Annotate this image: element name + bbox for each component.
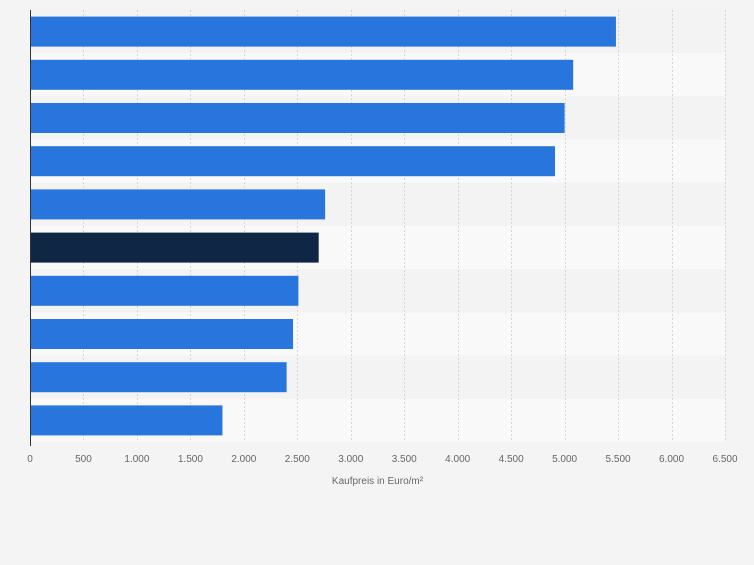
x-tick-label: 4.500 bbox=[499, 454, 524, 465]
highlighted-bar bbox=[30, 232, 319, 263]
bar bbox=[30, 59, 574, 90]
bar bbox=[30, 275, 299, 306]
x-tick-label: 1.000 bbox=[124, 454, 149, 465]
x-tick-label: 3.000 bbox=[338, 454, 363, 465]
x-tick-label: 5.000 bbox=[552, 454, 577, 465]
bar bbox=[30, 146, 555, 177]
x-tick-label: 3.500 bbox=[392, 454, 417, 465]
x-tick-label: 1.500 bbox=[178, 454, 203, 465]
bar bbox=[30, 405, 223, 436]
bars bbox=[30, 16, 616, 436]
x-tick-label: 500 bbox=[75, 454, 92, 465]
x-tick-label: 5.500 bbox=[606, 454, 631, 465]
x-tick-label: 6.500 bbox=[712, 454, 737, 465]
bar bbox=[30, 16, 616, 47]
x-tick-label: 0 bbox=[27, 454, 33, 465]
x-tick-label: 2.500 bbox=[285, 454, 310, 465]
bar bbox=[30, 189, 326, 220]
x-axis-ticks: 0 500 1.000 1.500 2.000 2.500 3.000 3.500 4.000 4… bbox=[27, 454, 738, 465]
x-axis-title: Kaufpreis in Euro/m² bbox=[332, 476, 424, 487]
bar bbox=[30, 319, 294, 349]
bar bbox=[30, 103, 565, 133]
bar bbox=[30, 362, 287, 393]
x-tick-label: 2.000 bbox=[231, 454, 256, 465]
x-tick-label: 6.000 bbox=[659, 454, 684, 465]
x-tick-label: 4.000 bbox=[445, 454, 470, 465]
